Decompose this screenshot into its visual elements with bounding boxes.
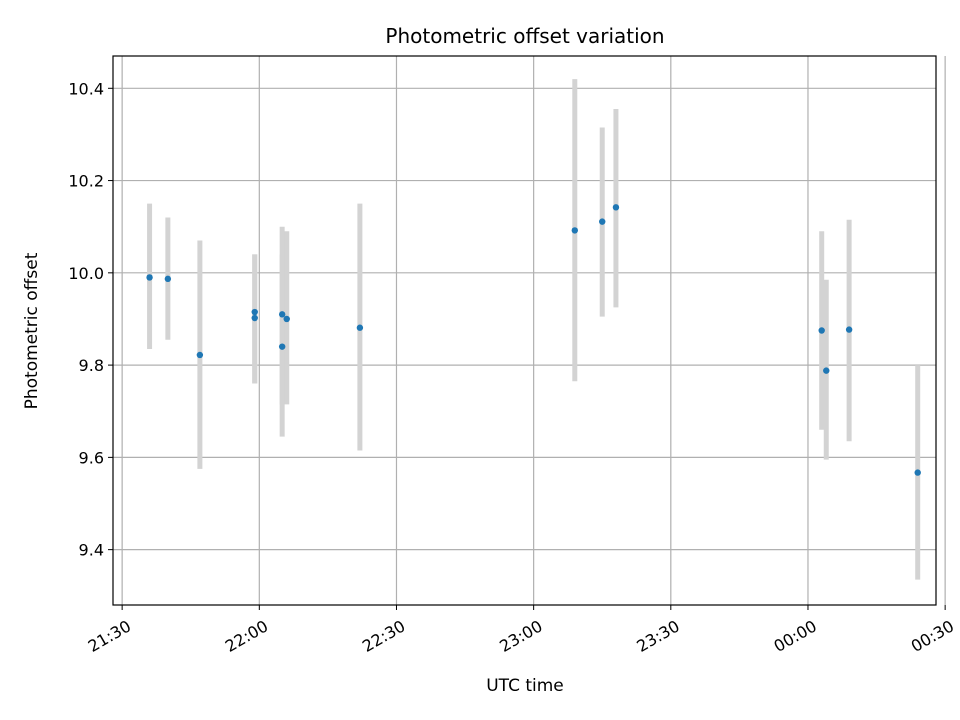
data-point [251, 308, 258, 316]
data-point [278, 343, 286, 350]
data-point [196, 351, 204, 359]
plot-area-frame [112, 55, 937, 606]
grid [113, 56, 946, 605]
data-point [599, 218, 606, 225]
data-point [164, 275, 172, 283]
data-point [283, 315, 290, 323]
y-tick-label: 9.8 [79, 356, 104, 375]
y-axis-label: Photometric offset [22, 252, 42, 409]
data-point [278, 311, 286, 318]
chart-title: Photometric offset variation [385, 24, 664, 48]
y-tick-label: 10.2 [68, 172, 104, 191]
data-point [914, 469, 921, 476]
data-point [356, 324, 364, 331]
y-tick-label: 9.6 [79, 448, 104, 467]
y-tick-label: 10.0 [68, 264, 104, 283]
data-point [823, 367, 830, 374]
y-axis-ticks: 9.4 9.6 9.8 10.0 10.2 10.4 [68, 79, 113, 560]
data-point [571, 227, 578, 234]
y-tick-label: 10.4 [68, 79, 104, 98]
data-points [146, 204, 921, 476]
y-tick-label: 9.4 [79, 541, 104, 560]
data-point [251, 314, 258, 322]
data-point [818, 327, 825, 334]
data-point [612, 204, 620, 211]
data-point [845, 326, 853, 333]
x-axis-label: UTC time [486, 676, 564, 696]
data-point [146, 274, 153, 281]
